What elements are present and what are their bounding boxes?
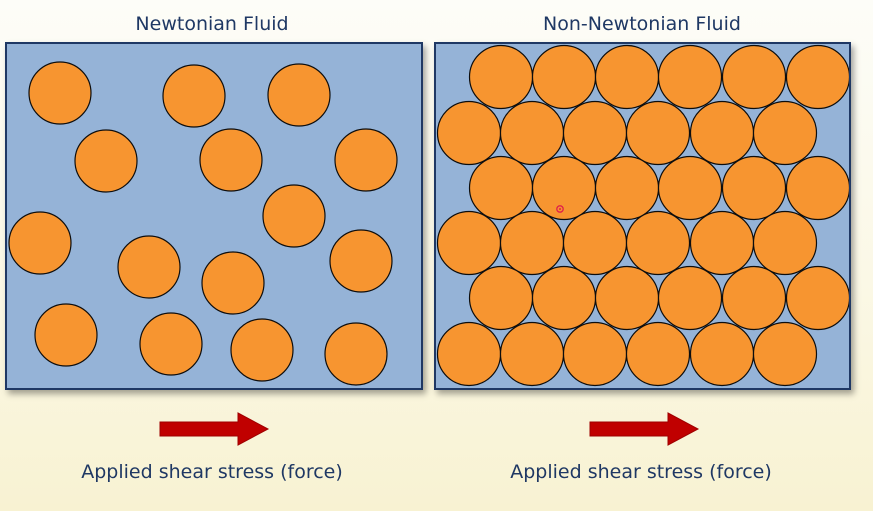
particle-circle xyxy=(436,321,502,387)
particle-circle xyxy=(468,265,534,331)
newtonian-caption: Applied shear stress (force) xyxy=(81,461,343,483)
non-newtonian-caption: Applied shear stress (force) xyxy=(510,461,772,483)
particle-circle xyxy=(162,64,226,128)
particle-circle xyxy=(324,322,388,386)
particle-circle xyxy=(262,184,326,248)
particle-circle xyxy=(594,155,660,221)
particle-circle xyxy=(657,265,723,331)
particle-circle xyxy=(74,129,138,193)
particle-circle xyxy=(139,312,203,376)
particle-circle xyxy=(752,100,818,166)
particle-circle xyxy=(594,44,660,110)
particle-circle xyxy=(8,211,72,275)
shear-arrow-right-icon xyxy=(589,412,700,446)
particle-circle xyxy=(199,128,263,192)
particle-circle xyxy=(721,265,787,331)
particle-circle xyxy=(752,321,818,387)
particle-circle xyxy=(785,155,849,221)
particle-circle xyxy=(785,44,849,110)
particle-circle xyxy=(562,321,628,387)
particle-circle xyxy=(499,100,565,166)
particle-circle xyxy=(657,44,723,110)
particle-circle xyxy=(785,265,849,331)
particle-circle xyxy=(267,63,331,127)
particle-circle xyxy=(594,265,660,331)
particle-circle xyxy=(531,265,597,331)
non-newtonian-particles xyxy=(436,44,849,387)
particle-circle xyxy=(752,210,818,276)
particle-circle xyxy=(625,321,691,387)
particle-circle xyxy=(689,100,755,166)
particle-circle xyxy=(625,210,691,276)
particle-circle xyxy=(657,155,723,221)
shear-arrow-left-icon xyxy=(159,412,270,446)
particle-circle xyxy=(436,210,502,276)
newtonian-particles xyxy=(8,61,398,386)
particle-circle xyxy=(28,61,92,125)
particle-circle xyxy=(531,44,597,110)
newtonian-fluid-panel xyxy=(5,42,423,390)
particle-circle xyxy=(117,235,181,299)
newtonian-title: Newtonian Fluid xyxy=(135,13,289,35)
particle-circle xyxy=(625,100,691,166)
particle-circle xyxy=(34,303,98,367)
particle-circle xyxy=(499,210,565,276)
particle-circle xyxy=(721,44,787,110)
particle-circle xyxy=(230,318,294,382)
particle-circle xyxy=(468,155,534,221)
particle-circle xyxy=(201,251,265,315)
particle-circle xyxy=(721,155,787,221)
particle-circle xyxy=(329,229,393,293)
cursor-dot-icon xyxy=(556,205,564,213)
non-newtonian-title: Non-Newtonian Fluid xyxy=(543,13,741,35)
particle-circle xyxy=(436,100,502,166)
particle-circle xyxy=(562,100,628,166)
particle-circle xyxy=(562,210,628,276)
particle-circle xyxy=(334,128,398,192)
particle-circle xyxy=(689,210,755,276)
particle-circle xyxy=(531,155,597,221)
particle-circle xyxy=(499,321,565,387)
non-newtonian-fluid-panel xyxy=(434,42,851,390)
particle-circle xyxy=(468,44,534,110)
particle-circle xyxy=(689,321,755,387)
